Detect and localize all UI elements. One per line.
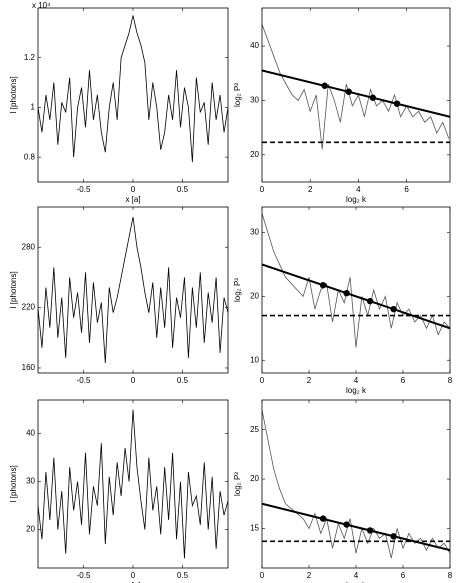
panel: 0 2 4 6 8 15 20 25 log₂ k log₂ P² <box>233 399 453 583</box>
y-tick-label: 40 <box>26 429 35 438</box>
x-tick-label: 2 <box>307 571 312 580</box>
y-axis-label: log₂ P² <box>233 278 242 302</box>
y-tick-label: 30 <box>250 96 259 105</box>
x-tick-label: 4 <box>354 376 359 385</box>
axis-multiplier: x 10⁴ <box>32 1 51 10</box>
axes-frame <box>37 7 229 183</box>
y-axis-label: I [photons] <box>9 76 18 113</box>
data-line <box>38 409 228 559</box>
data-line <box>38 15 228 163</box>
x-tick-label: 0 <box>260 185 265 194</box>
x-tick-label: 0 <box>260 571 265 580</box>
axes-frame <box>261 7 451 183</box>
x-tick-label: 0 <box>131 185 136 194</box>
data-dot <box>390 305 397 313</box>
data-dot <box>321 82 328 89</box>
y-axis-label: log₂ P² <box>233 83 242 107</box>
y-tick-label: 0.8 <box>24 152 36 161</box>
x-axis-label: x [a] <box>125 581 140 583</box>
panel: 0 2 4 6 8 10 20 30 log₂ k log₂ P² <box>233 206 453 395</box>
x-tick-label: 8 <box>448 376 453 385</box>
panel: -0.5 0 0.5 20 30 40 x [a] I [photons] <box>9 399 229 583</box>
data-dot <box>390 533 397 540</box>
y-axis-label: log₂ P² <box>233 472 242 496</box>
data-dot <box>369 94 377 101</box>
y-tick-label: 1 <box>31 103 36 112</box>
y-tick-label: 40 <box>250 41 259 50</box>
x-tick-label: 4 <box>354 571 359 580</box>
y-tick-label: 1.2 <box>24 53 36 62</box>
y-tick-label: 280 <box>22 242 36 251</box>
x-axis-label: log₂ k <box>346 195 367 204</box>
x-tick-label: 6 <box>401 571 406 580</box>
y-axis-label: I [photons] <box>9 465 18 502</box>
x-tick-label: 0.5 <box>177 571 189 580</box>
data-dot <box>345 88 352 95</box>
x-tick-label: 0.5 <box>177 185 189 194</box>
x-tick-label: 0 <box>260 376 265 385</box>
panel: 0 2 4 6 20 30 40 log₂ k log₂ P² <box>233 7 451 204</box>
x-tick-label: -0.5 <box>77 571 91 580</box>
x-tick-label: 8 <box>448 571 453 580</box>
y-tick-label: 220 <box>22 303 36 312</box>
x-axis-label: x [a] <box>125 195 140 204</box>
x-tick-label: 6 <box>404 185 409 194</box>
data-line <box>262 502 450 552</box>
data-line <box>262 69 450 118</box>
x-axis-label: log₂ k <box>346 581 367 583</box>
x-tick-label: 0.5 <box>177 376 189 385</box>
x-tick-label: 0 <box>131 571 136 580</box>
y-tick-label: 20 <box>250 150 259 159</box>
x-tick-label: 2 <box>308 185 313 194</box>
x-tick-label: -0.5 <box>77 185 91 194</box>
x-axis-label: log₂ k <box>346 386 367 395</box>
data-dot <box>319 282 327 289</box>
data-dot <box>393 100 401 107</box>
data-line <box>262 409 450 559</box>
x-tick-label: 0 <box>131 376 136 385</box>
y-tick-label: 10 <box>250 355 259 364</box>
data-line <box>38 216 228 363</box>
y-axis-label: I [photons] <box>9 271 18 308</box>
data-dot <box>343 521 350 528</box>
data-line <box>262 213 450 348</box>
data-dot <box>366 297 374 305</box>
data-line <box>262 24 450 150</box>
axes-frame <box>261 206 451 374</box>
x-tick-label: -0.5 <box>77 376 91 385</box>
panel: -0.5 0 0.5 160 220 280 I [photons] <box>9 206 229 385</box>
data-dot <box>366 527 374 534</box>
data-dot <box>319 515 327 522</box>
panel: -0.5 0 0.5 0.8 1 1.2 x [a] I [photons] x 10⁴ <box>9 1 229 204</box>
y-tick-label: 20 <box>250 474 259 483</box>
x-tick-label: 6 <box>401 376 406 385</box>
y-tick-label: 25 <box>250 425 259 434</box>
y-tick-label: 20 <box>26 525 35 534</box>
data-line <box>262 263 450 330</box>
y-tick-label: 30 <box>26 477 35 486</box>
data-dot <box>343 289 350 297</box>
y-tick-label: 30 <box>250 228 259 237</box>
y-tick-label: 160 <box>22 363 36 372</box>
x-tick-label: 4 <box>356 185 361 194</box>
y-tick-label: 20 <box>250 291 259 300</box>
y-tick-label: 15 <box>250 524 259 533</box>
x-tick-label: 2 <box>307 376 312 385</box>
